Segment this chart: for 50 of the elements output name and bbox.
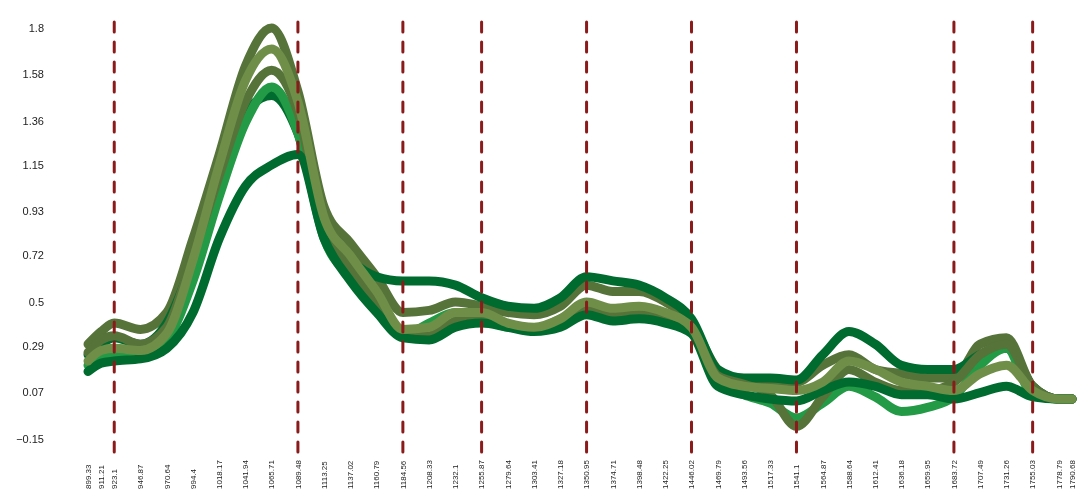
x-tick-label: 1327.18 [556, 459, 566, 489]
x-tick-label: 1517.33 [766, 459, 776, 489]
x-tick-label: 994.4 [188, 468, 198, 489]
y-tick-label: 0.29 [22, 340, 44, 353]
x-tick-label: 1778.79 [1054, 459, 1064, 489]
x-tick-label: 1612.41 [871, 459, 880, 489]
y-tick-label: 1.15 [22, 158, 44, 171]
x-tick-label: 1303.41 [529, 459, 539, 489]
x-tick-label: 1446.02 [687, 459, 697, 489]
x-tick-label: 946.87 [136, 463, 146, 489]
x-tick-label: 1398.48 [634, 459, 644, 489]
x-tick-label: 1636.18 [897, 459, 907, 489]
x-tick-label: 1208.33 [424, 459, 434, 489]
x-tick-label: 1469.79 [713, 459, 723, 489]
x-tick-label: 1350.95 [582, 459, 592, 489]
x-tick-label: 1683.72 [949, 459, 959, 489]
x-tick-label: 1255.87 [477, 459, 487, 489]
x-tick-label: 899.33 [83, 463, 93, 489]
x-tick-label: 1541.1 [792, 463, 802, 489]
x-tick-label: 1588.64 [844, 459, 854, 489]
x-tick-label: 1790.68 [1067, 459, 1077, 489]
x-tick-label: 970.64 [162, 463, 172, 489]
x-tick-label: 1137.02 [346, 460, 356, 489]
x-tick-label: 1755.03 [1028, 459, 1038, 489]
x-tick-label: 1160.79 [372, 460, 382, 489]
x-tick-label: 1041.94 [241, 459, 251, 489]
x-tick-label: 1018.17 [214, 459, 224, 489]
y-tick-label: 1.8 [28, 21, 44, 34]
x-tick-label: 1422.25 [661, 459, 671, 489]
x-tick-label: 1113.25 [319, 460, 329, 489]
x-tick-label: 1707.49 [975, 459, 985, 489]
y-tick-label: 0.93 [22, 205, 44, 218]
x-tick-label: 1659.95 [923, 459, 933, 489]
y-tick-label: 1.36 [22, 114, 44, 127]
x-tick-label: 1184.56 [398, 460, 408, 489]
y-tick-label: 0.07 [22, 386, 44, 399]
x-tick-label: 923.1 [110, 468, 120, 489]
x-tick-label: 1564.87 [818, 459, 828, 489]
x-tick-label: 1493.56 [739, 459, 749, 489]
x-tick-label: 1065.71 [267, 459, 277, 489]
y-tick-label: 0.72 [22, 249, 44, 262]
y-tick-label: −0.15 [16, 432, 44, 445]
y-tick-label: 0.5 [28, 295, 44, 308]
x-tick-label: 1731.26 [1002, 459, 1012, 489]
x-tick-label: 1279.64 [503, 459, 513, 489]
x-tick-label: 911.21 [96, 464, 106, 489]
y-tick-label: 1.58 [22, 68, 44, 81]
x-tick-label: 1374.71 [608, 459, 618, 489]
x-tick-label: 1232.1 [451, 463, 461, 489]
x-tick-label: 1089.48 [293, 459, 303, 489]
